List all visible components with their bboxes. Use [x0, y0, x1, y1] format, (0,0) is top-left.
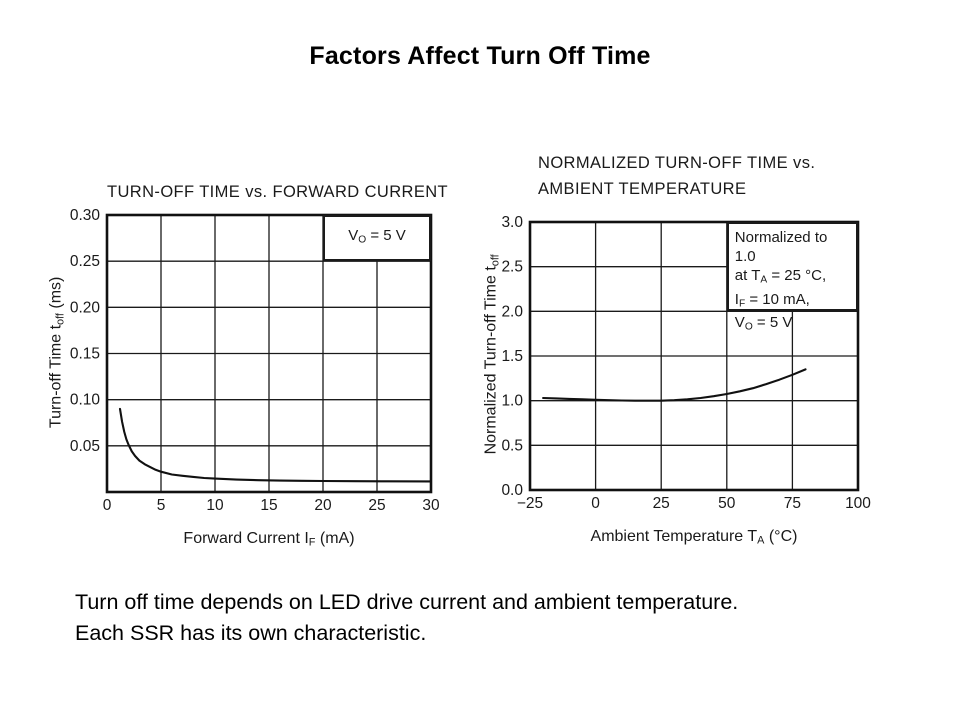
plot-border: [528, 220, 860, 492]
x-tick-label: 15: [260, 497, 277, 514]
annotation-line: VO = 5 V: [734, 314, 793, 333]
chart-turnoff-vs-current: TURN-OFF TIME vs. FORWARD CURRENT 0 5 10 15…: [40, 175, 472, 575]
page-title: Factors Affect Turn Off Time: [309, 42, 651, 70]
x-tick-label: 25: [653, 495, 670, 512]
chart-title-line-2: AMBIENT TEMPERATURE: [538, 180, 747, 198]
chart-title: TURN-OFF TIME vs. FORWARD CURRENT: [107, 183, 449, 201]
y-tick-label: 0.15: [70, 346, 100, 363]
y-tick-label: 2.0: [501, 303, 523, 320]
x-tick-label: 0: [103, 497, 112, 514]
y-tick-label: 2.5: [501, 259, 523, 276]
y-tick-label: 3.0: [501, 214, 523, 231]
chart-annotation: Normalized to 1.0 at TA = 25 °C, IF = 10 m…: [726, 222, 858, 333]
slide-caption: Turn off time depends on LED drive curre…: [75, 587, 885, 649]
chart-plot-area: 0 5 10 15 20 25 30 0.05 0.10 0.15 0.20 0.25 0.30: [70, 207, 440, 514]
y-tick-label: 0.05: [70, 438, 100, 455]
x-tick-label: 75: [784, 495, 801, 512]
annotation-line: VO = 5 V: [348, 227, 406, 246]
y-tick-label: 0.5: [501, 437, 523, 454]
y-tick-label: 1.0: [501, 393, 523, 410]
chart-annotation: VO = 5 V: [323, 215, 431, 262]
y-tick-label: 0.20: [70, 299, 101, 316]
data-curve: [542, 368, 807, 402]
y-axis-label: Turn-off Time toff (ms): [47, 276, 67, 429]
annotation-line: Normalized to 1.0: [734, 229, 828, 265]
annotation-line: IF = 10 mA,: [734, 290, 810, 310]
data-curve: [118, 407, 433, 483]
annotation-line: at TA = 25 °C,: [734, 267, 827, 286]
plot-border: [105, 213, 433, 494]
y-tick-label: 0.10: [70, 392, 101, 409]
x-tick-label: 50: [718, 495, 736, 512]
y-tick-label: 0.0: [501, 482, 523, 499]
chart-plot-area: −25 0 25 50 75 100 0.0 0.5 1.0 1.5 2.0 2.5 3.0: [501, 214, 871, 512]
x-tick-label: 10: [206, 497, 224, 514]
caption-line-2: Each SSR has its own characteristic.: [75, 621, 427, 645]
y-tick-label: 0.30: [70, 207, 101, 224]
chart-title: NORMALIZED TURN-OFF TIME vs. AMBIENT TEM…: [538, 150, 815, 202]
x-tick-label: 100: [845, 495, 871, 512]
x-axis-label: Ambient Temperature TA (°C): [590, 528, 798, 547]
chart-turnoff-vs-temperature: NORMALIZED TURN-OFF TIME vs. AMBIENT TEM…: [470, 145, 940, 575]
x-tick-label: 5: [157, 497, 166, 514]
x-axis-label: Forward Current IF (mA): [183, 530, 355, 549]
x-tick-label: 20: [314, 497, 332, 514]
chart-title-line-1: NORMALIZED TURN-OFF TIME vs.: [538, 154, 816, 172]
x-tick-label: −25: [517, 495, 543, 512]
caption-line-1: Turn off time depends on LED drive curre…: [75, 590, 739, 614]
y-tick-label: 0.25: [70, 253, 100, 270]
y-axis-label: Normalized Turn-off Time toff: [482, 254, 502, 455]
x-tick-label: 30: [422, 497, 440, 514]
x-tick-label: 0: [591, 495, 600, 512]
x-tick-label: 25: [368, 497, 385, 514]
y-tick-label: 1.5: [501, 348, 523, 365]
